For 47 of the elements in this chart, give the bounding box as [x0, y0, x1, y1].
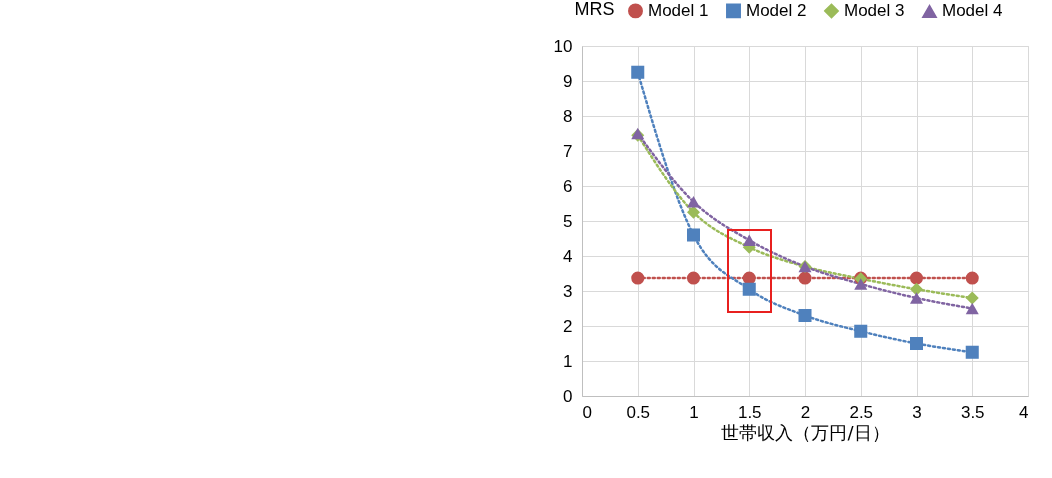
y-axis-title: MRS [574, 0, 615, 19]
point [742, 271, 756, 285]
point [965, 271, 979, 285]
point [909, 292, 924, 304]
point [798, 308, 812, 323]
x-tick-label: 0.5 [626, 402, 651, 422]
point [686, 205, 701, 219]
y-tick-label: 0 [563, 386, 573, 406]
point [854, 278, 868, 290]
x-tick-label: 1 [689, 402, 699, 422]
x-tick-label: 2 [800, 402, 811, 422]
x-tick-label: 3.5 [960, 402, 985, 422]
point [631, 65, 645, 79]
y-tick-label: 6 [563, 176, 573, 196]
x-tick-label: 1.5 [737, 402, 762, 422]
y-tick-label: 10 [553, 36, 573, 56]
point [686, 228, 701, 242]
point [686, 196, 701, 208]
point [965, 345, 979, 359]
legend-label: Model 1 [648, 0, 709, 20]
x-tick-label: 3 [912, 402, 922, 422]
point [798, 271, 812, 285]
point [909, 282, 924, 296]
point [965, 302, 979, 315]
x-tick-label: 0 [582, 402, 592, 422]
y-tick-label: 5 [563, 211, 573, 231]
x-axis-title: 世帯収入（万円/日） [721, 421, 890, 443]
y-tick-label: 2 [563, 316, 573, 336]
legend-label: Model 4 [942, 1, 1003, 21]
point [854, 324, 868, 338]
y-tick-label: 4 [563, 246, 573, 266]
x-tick-label: 4 [1019, 402, 1029, 422]
y-tick-label: 8 [563, 106, 573, 126]
point [909, 271, 924, 285]
point [686, 271, 701, 285]
point [631, 271, 645, 285]
y-tick-label: 3 [563, 281, 573, 301]
legend-label: Model 3 [844, 0, 905, 20]
y-tick-label: 7 [563, 141, 573, 161]
point [742, 282, 756, 296]
y-tick-label: 9 [563, 71, 573, 91]
y-tick-label: 1 [563, 351, 573, 371]
x-tick-label: 2.5 [849, 402, 874, 422]
legend-label: Model 2 [746, 0, 807, 20]
point [909, 336, 924, 351]
point [965, 291, 979, 305]
point [742, 234, 756, 246]
